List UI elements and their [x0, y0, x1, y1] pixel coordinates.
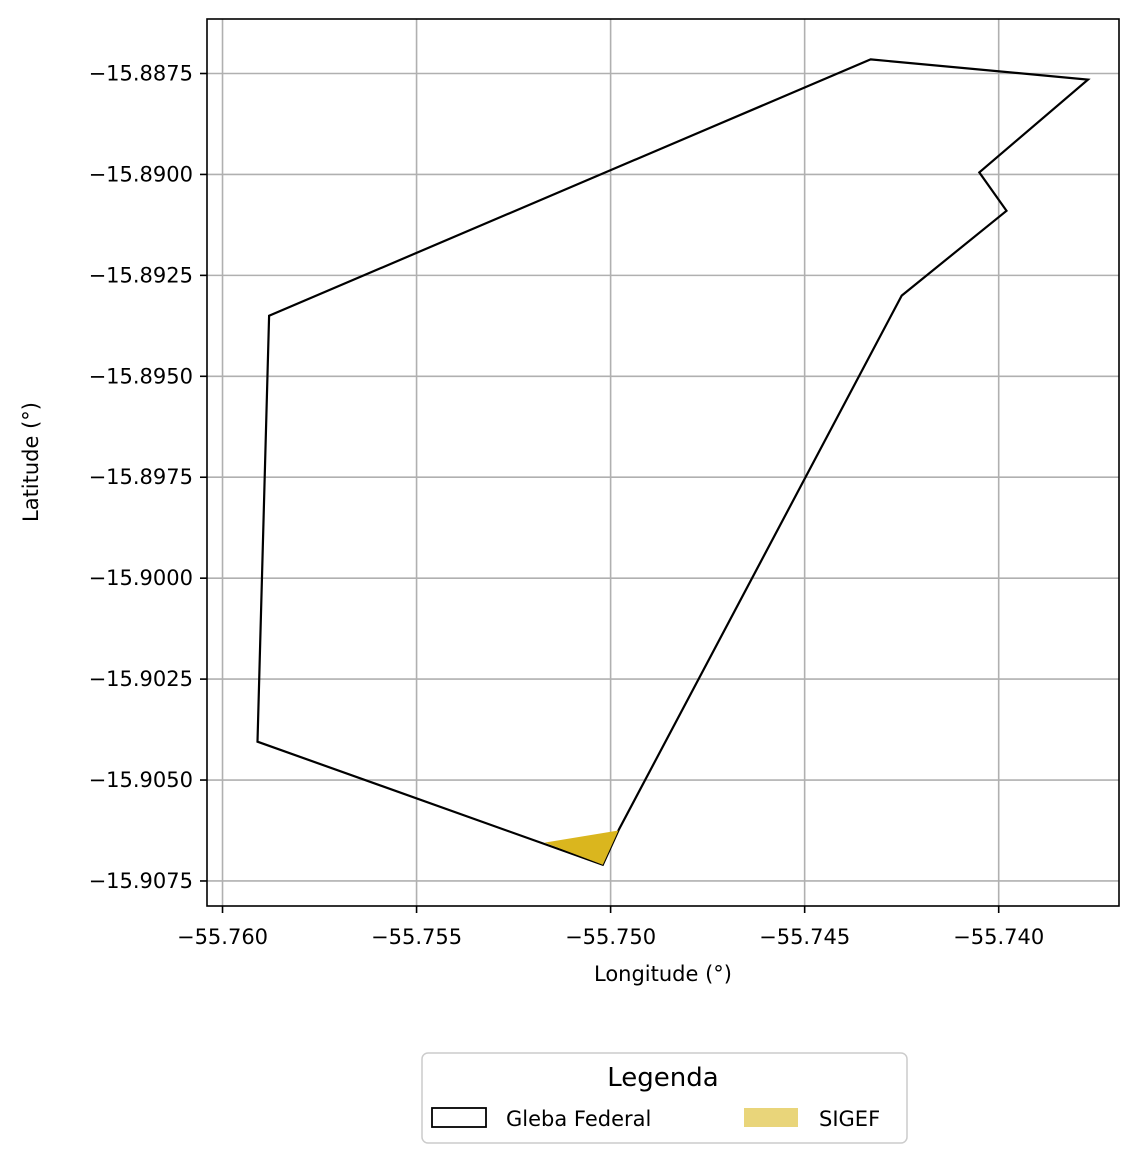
legend-swatch-sigef — [744, 1108, 798, 1127]
x-tick-label: −55.750 — [565, 925, 656, 949]
legend-label-sigef: SIGEF — [819, 1107, 880, 1131]
x-tick-label: −55.760 — [177, 925, 268, 949]
legend: Legenda Gleba Federal SIGEF — [421, 1052, 908, 1144]
legend-label-gleba-federal: Gleba Federal — [506, 1107, 651, 1131]
y-axis-label: Latitude (°) — [19, 402, 43, 522]
x-tick-label: −55.745 — [759, 925, 850, 949]
legend-swatch-gleba-federal — [431, 1107, 487, 1128]
y-tick-label: −15.8975 — [89, 465, 193, 489]
y-tick-label: −15.9050 — [89, 768, 193, 792]
y-tick-label: −15.9000 — [89, 566, 193, 590]
axis-ticks: −55.760 −55.755 −55.750 −55.745 −55.740 −15.8… — [89, 62, 1045, 949]
layer-gleba-federal-outline — [256, 58, 1091, 867]
y-tick-label: −15.8950 — [89, 364, 193, 388]
legend-title: Legenda — [607, 1063, 718, 1093]
x-tick-label: −55.755 — [371, 925, 462, 949]
layer-sigef-polygon — [544, 830, 619, 865]
y-tick-label: −15.8900 — [89, 162, 193, 186]
map-layers — [256, 58, 1091, 867]
gridlines — [207, 19, 1119, 906]
x-axis-label: Longitude (°) — [594, 962, 732, 986]
y-tick-label: −15.8925 — [89, 263, 193, 287]
y-tick-label: −15.9025 — [89, 667, 193, 691]
plot-frame — [206, 18, 1120, 907]
x-tick-label: −55.740 — [953, 925, 1044, 949]
y-tick-label: −15.8875 — [89, 62, 193, 86]
y-tick-label: −15.9075 — [89, 869, 193, 893]
